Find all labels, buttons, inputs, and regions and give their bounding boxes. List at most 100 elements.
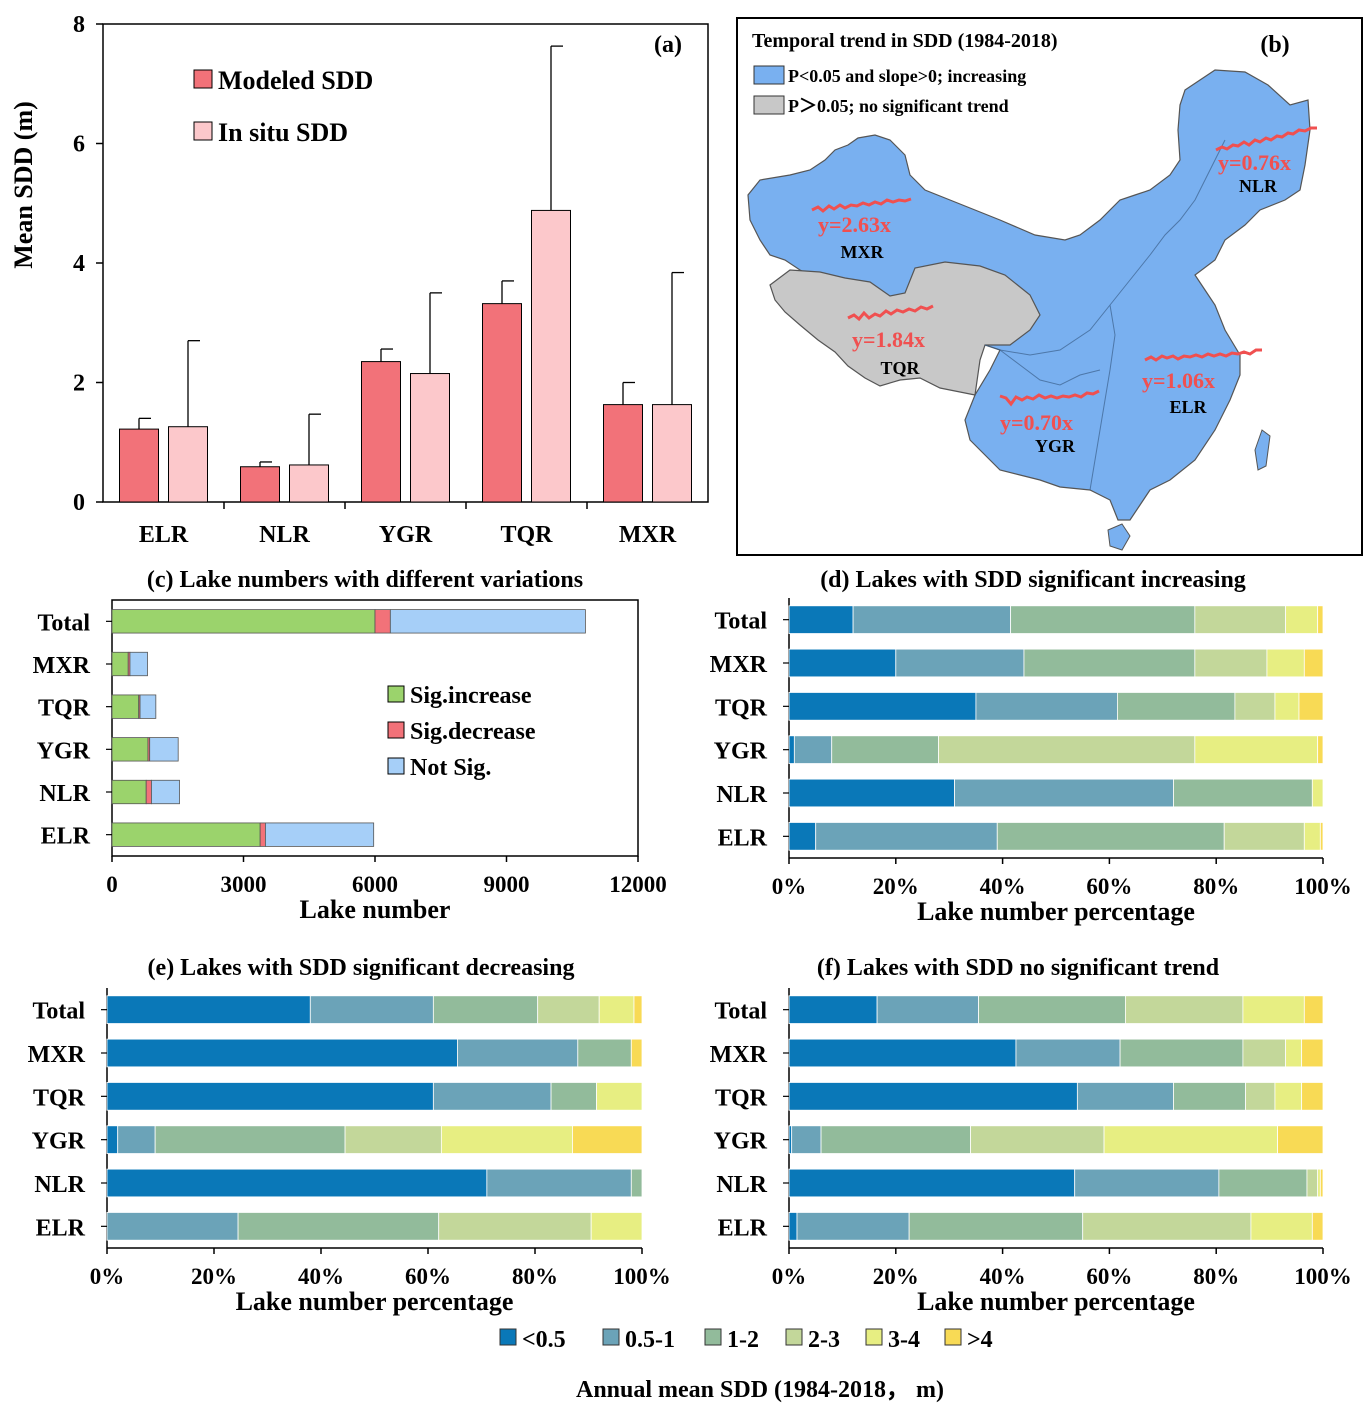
legend-modeled-label: Modeled SDD [218,66,373,95]
panel-f-title: (f) Lakes with SDD no significant trend [817,955,1220,981]
f-plot-xlabel: Lake number percentage [917,1287,1195,1316]
c-plot-segment-ygr-2 [149,737,179,762]
d-plot-ytick-label: Total [715,609,768,635]
f-plot-segment-elr-5 [1311,1212,1324,1241]
d-plot-segment-mxr-3 [1194,648,1268,678]
c-plot-segment-nlr-0 [111,779,147,805]
d-plot-segment-elr-3 [1223,822,1305,851]
f-plot-segment-nlr-3 [1306,1168,1319,1198]
f-plot-segment-elr-1 [796,1212,910,1241]
f-plot-xtick-label: 0% [772,1264,807,1289]
c-plot-ytick-label: ELR [41,824,91,850]
e-plot-ytick-label: Total [33,999,86,1025]
e-plot-xtick-label: 0% [90,1264,125,1289]
panel-d-plot: 0% 20% 40% 60% 80% 100% Lake number percentage… [710,598,1352,926]
f-plot-segment-nlr-1 [1074,1168,1220,1198]
panel-a-ytick-label: 2 [73,371,85,397]
legend-sig-decrease-swatch [387,721,405,739]
c-plot-segment-total-1 [374,609,391,634]
d-plot-segment-mxr-0 [788,648,897,678]
panel-c-title: (c) Lake numbers with different variatio… [147,567,583,593]
d-plot-segment-tqr-3 [1234,692,1276,721]
e-plot-segment-ygr-2 [154,1125,346,1154]
f-plot-xtick-label: 80% [1193,1264,1239,1289]
panel-b-map: Temporal trend in SDD (1984-2018) (b) P<… [736,17,1363,556]
bottom-legend-swatch [499,1328,517,1346]
legend-insitu-label: In situ SDD [218,118,348,147]
e-plot-segment-elr-3 [438,1212,592,1241]
d-plot-segment-total-1 [852,605,1012,634]
f-plot-ytick-label: NLR [716,1172,767,1198]
f-plot-segment-mxr-1 [1015,1038,1121,1068]
trend-eq-nlr: y=0.76x [1218,150,1291,175]
d-plot-segment-nlr-1 [954,778,1174,808]
panel-e-title: (e) Lakes with SDD significant decreasin… [148,955,575,981]
f-plot-segment-total-0 [788,995,878,1024]
trend-line-nlr [1215,126,1317,152]
bar-modeled-nlr [240,466,280,503]
legend-sig-increase-label: Sig.increase [410,683,532,709]
e-plot-xtick-label: 60% [405,1264,451,1289]
panel-c-plot: 0 3000 6000 9000 12000 Lake number Total MXR TQR… [33,599,667,924]
f-plot-xtick-label: 100% [1294,1264,1352,1289]
f-plot-segment-elr-4 [1250,1212,1313,1241]
d-plot-segment-total-5 [1317,605,1324,634]
bottom-legend-swatch [944,1328,962,1346]
c-plot-segment-tqr-2 [139,694,157,719]
e-plot-segment-ygr-5 [572,1125,643,1154]
f-plot-segment-elr-3 [1082,1212,1252,1241]
e-plot-segment-ygr-4 [440,1125,573,1154]
f-plot-ytick-label: MXR [710,1042,768,1068]
e-plot-segment-tqr-4 [596,1082,643,1111]
d-plot-segment-total-3 [1194,605,1287,634]
d-plot-xtick-label: 20% [873,874,919,899]
e-plot-ytick-label: MXR [28,1042,86,1068]
map-hainan [1107,523,1131,551]
bar-insitu-elr [168,426,208,503]
bottom-legend-label: >4 [967,1327,993,1353]
d-plot-segment-ygr-1 [793,735,833,764]
e-plot-segment-elr-4 [590,1212,643,1241]
f-plot-segment-ygr-1 [791,1125,822,1154]
f-plot-ytick-label: Total [715,999,768,1025]
d-plot-ytick-label: ELR [718,825,768,851]
c-plot-frame [111,599,639,857]
f-plot-segment-nlr-2 [1218,1168,1308,1198]
panel-a-ytick-label: 8 [73,12,85,38]
panel-a-label: (a) [654,32,682,58]
c-plot-segment-nlr-2 [151,779,180,805]
f-plot-xtick-label: 40% [980,1264,1026,1289]
d-plot-segment-tqr-1 [975,692,1118,721]
d-plot-xlabel: Lake number percentage [917,897,1195,926]
panel-b-title: Temporal trend in SDD (1984-2018) [752,30,1058,52]
panel-a-xtick-label: NLR [259,522,310,548]
panel-a-ytick-label: 0 [73,490,85,516]
bottom-legend-label: <0.5 [522,1327,566,1353]
e-plot-segment-total-1 [309,995,434,1024]
map-legend-blue-label: P<0.05 and slope>0; increasing [788,66,1026,86]
e-plot-segment-total-2 [432,995,539,1024]
f-plot-segment-tqr-3 [1245,1082,1276,1111]
bottom-legend-swatch [704,1328,722,1346]
d-plot-segment-elr-2 [996,822,1225,851]
bar-modeled-ygr [361,361,401,503]
c-plot-xtick-label: 9000 [484,872,530,897]
c-plot-segment-tqr-0 [111,694,140,719]
e-plot-segment-mxr-2 [577,1038,632,1068]
d-plot-ytick-label: YGR [714,739,768,765]
panel-e-stacked-bar: (e) Lakes with SDD significant decreasin… [28,955,671,1316]
f-plot-segment-tqr-4 [1274,1082,1303,1111]
c-plot-xtick-label: 0 [106,872,118,897]
legend-sig-decrease-label: Sig.decrease [410,719,536,745]
bar-insitu-nlr [289,464,329,503]
e-plot-segment-tqr-0 [106,1082,434,1111]
d-plot-xtick-label: 0% [772,874,807,899]
e-plot-segment-total-4 [598,995,635,1024]
bottom-legend-label: 0.5-1 [625,1327,675,1353]
map-taiwan [1254,429,1271,471]
e-plot-segment-elr-2 [237,1212,440,1241]
e-plot-ytick-label: TQR [33,1085,86,1111]
panel-a-ytick-label: 4 [73,251,85,277]
e-plot-segment-total-5 [633,995,643,1024]
